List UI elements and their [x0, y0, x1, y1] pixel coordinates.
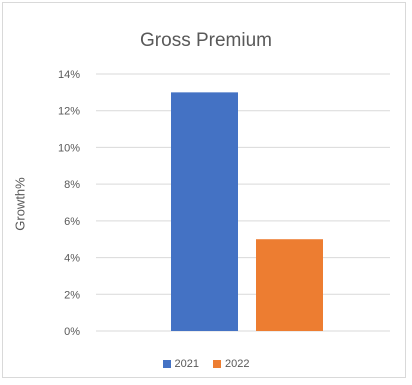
y-tick-label: 4% [64, 253, 80, 265]
y-tick-label: 10% [58, 142, 80, 154]
legend-item-2022: 2022 [213, 358, 249, 370]
legend-label-2021: 2021 [174, 358, 199, 370]
bar-2022 [256, 239, 323, 331]
legend-item-2021: 2021 [162, 358, 199, 370]
legend-label-2022: 2022 [225, 358, 250, 370]
bar-2021 [171, 92, 238, 331]
y-tick-label: 14% [58, 69, 80, 81]
y-tick-label: 12% [58, 106, 80, 118]
legend-swatch-2022 [213, 360, 221, 368]
y-tick-label: 2% [64, 289, 80, 301]
chart-title: Gross Premium [140, 30, 272, 51]
y-tick-label: 8% [64, 179, 80, 191]
y-tick-label: 0% [64, 326, 80, 338]
y-tick-label: 6% [64, 216, 80, 228]
legend-swatch-2021 [162, 360, 171, 368]
legend: 2021 2022 [0, 358, 412, 370]
